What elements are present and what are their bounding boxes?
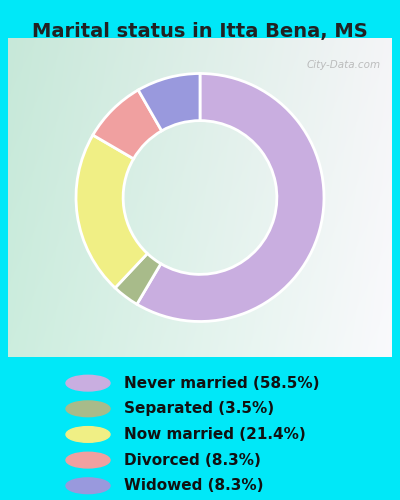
Wedge shape (115, 254, 161, 304)
Circle shape (66, 452, 110, 468)
Text: Separated (3.5%): Separated (3.5%) (124, 402, 274, 416)
Circle shape (66, 478, 110, 494)
Text: Now married (21.4%): Now married (21.4%) (124, 427, 306, 442)
Circle shape (66, 426, 110, 442)
Text: Widowed (8.3%): Widowed (8.3%) (124, 478, 264, 493)
Text: City-Data.com: City-Data.com (306, 60, 380, 70)
Wedge shape (76, 135, 147, 288)
Circle shape (66, 401, 110, 416)
Wedge shape (137, 74, 324, 322)
Circle shape (66, 376, 110, 391)
Wedge shape (93, 90, 162, 159)
Text: Divorced (8.3%): Divorced (8.3%) (124, 452, 261, 468)
Text: Marital status in Itta Bena, MS: Marital status in Itta Bena, MS (32, 22, 368, 42)
Wedge shape (138, 74, 200, 131)
Text: Never married (58.5%): Never married (58.5%) (124, 376, 320, 390)
